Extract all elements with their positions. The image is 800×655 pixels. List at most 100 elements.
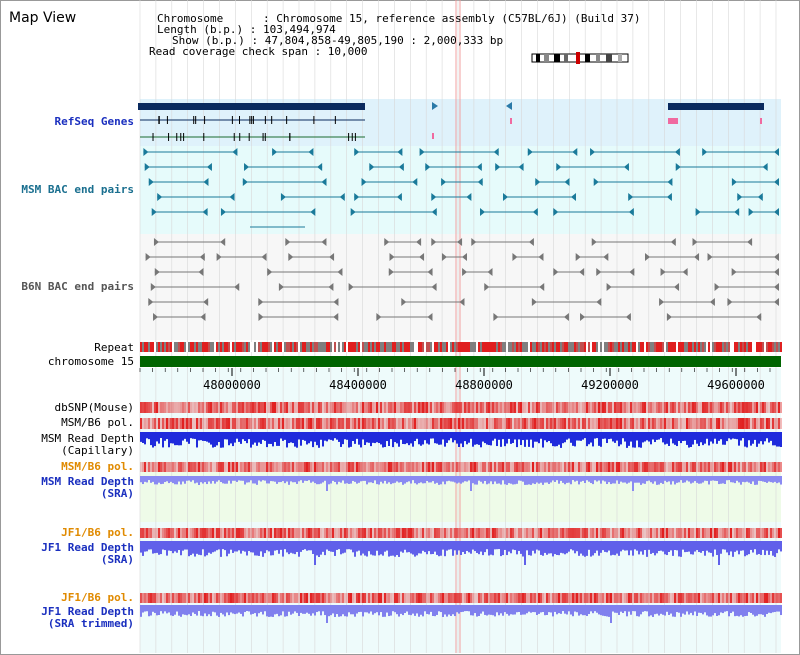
track-label-msm-depth-capillary[interactable]: MSM Read Depth (Capillary) <box>41 432 134 457</box>
repeat-segment <box>364 342 366 352</box>
msm-sra-depth-bar <box>432 476 434 482</box>
jf1-trim-depth-bar <box>700 605 702 613</box>
msm-b6-pol-sra-cell <box>338 462 340 472</box>
msm-b6-pol-sra-cell <box>290 462 292 472</box>
repeat-segment <box>142 342 144 352</box>
jf1-b6-pol-trim-cell <box>326 593 328 603</box>
dbsnp-cell <box>568 402 570 413</box>
track-label-dbsnp[interactable]: dbSNP(Mouse) <box>54 401 134 414</box>
msm-capillary-depth-bar <box>334 432 336 439</box>
msm-b6-pol-cell <box>684 418 686 429</box>
msm-b6-pol-sra-cell <box>190 462 192 472</box>
jf1-trim-depth-bar <box>188 605 190 615</box>
jf1-b6-pol-trim-cell <box>316 593 318 603</box>
msm-capillary-depth-bar <box>560 432 562 448</box>
track-label-b6n-bac[interactable]: B6N BAC end pairs <box>21 280 134 293</box>
repeat-segment <box>594 342 596 352</box>
chromosome-ideogram[interactable] <box>530 52 630 64</box>
track-label-refseq[interactable]: RefSeq Genes <box>54 115 134 128</box>
repeat-segment <box>744 342 746 352</box>
jf1-b6-pol-cell <box>364 528 366 538</box>
msm-capillary-depth-bar <box>506 432 508 444</box>
track-label-jf1-b6-pol-trimmed[interactable]: JF1/B6 pol. <box>61 591 134 604</box>
repeat-segment <box>170 342 172 352</box>
dbsnp-cell <box>430 402 432 413</box>
jf1-b6-pol-trim-cell <box>420 593 422 603</box>
jf1-b6-pol-trim-cell <box>310 593 312 603</box>
track-label-msm-b6-pol-sra[interactable]: MSM/B6 pol. <box>61 460 134 473</box>
jf1-sra-depth-bar <box>328 541 330 551</box>
msm-sra-depth-bar <box>688 476 690 482</box>
msm-b6-pol-cell <box>570 418 572 429</box>
repeat-segment <box>506 342 508 352</box>
jf1-trim-depth-bar <box>442 605 444 617</box>
msm-sra-depth-bar <box>774 476 776 482</box>
msm-b6-pol-sra-cell <box>532 462 534 472</box>
repeat-segment <box>624 342 626 352</box>
msm-capillary-depth-bar <box>168 432 170 448</box>
jf1-b6-pol-trim-cell <box>156 593 158 603</box>
jf1-b6-pol-trim-cell <box>452 593 454 603</box>
msm-capillary-depth-bar <box>508 432 510 439</box>
track-label-jf1-depth-sra[interactable]: JF1 Read Depth (SRA) <box>41 541 134 566</box>
msm-sra-depth-bar <box>172 476 174 484</box>
dbsnp-cell <box>238 402 240 413</box>
jf1-sra-depth-bar <box>466 541 468 551</box>
msm-b6-pol-sra-cell <box>746 462 748 472</box>
track-label-jf1-depth-trimmed[interactable]: JF1 Read Depth (SRA trimmed) <box>41 605 134 630</box>
jf1-b6-pol-cell <box>708 528 710 538</box>
msm-b6-pol-cell <box>608 418 610 429</box>
msm-b6-pol-sra-cell <box>408 462 410 472</box>
jf1-trim-depth-bar <box>636 605 638 617</box>
track-label-repeat[interactable]: Repeat <box>94 341 134 354</box>
jf1-b6-pol-trim-cell <box>200 593 202 603</box>
msm-b6-pol-sra-cell <box>758 462 760 472</box>
jf1-b6-pol-cell <box>404 528 406 538</box>
msm-sra-depth-bar <box>646 476 648 482</box>
msm-capillary-depth-bar <box>328 432 330 440</box>
jf1-b6-pol-trim-cell <box>676 593 678 603</box>
jf1-b6-pol-cell <box>588 528 590 538</box>
msm-sra-depth-bar <box>780 476 782 485</box>
msm-b6-pol-cell <box>692 418 694 429</box>
jf1-b6-pol-cell <box>672 528 674 538</box>
dbsnp-cell <box>532 402 534 413</box>
axis-tick-label: 48400000 <box>329 378 387 392</box>
dbsnp-cell <box>726 402 728 413</box>
b6n-bac-pair-end <box>348 283 354 291</box>
jf1-trim-depth-bar <box>534 605 536 613</box>
msm-b6-pol-cell <box>638 418 640 429</box>
track-label-msm-bac[interactable]: MSM BAC end pairs <box>21 183 134 196</box>
msm-capillary-depth-bar <box>536 432 538 442</box>
msm-b6-pol-sra-cell <box>696 462 698 472</box>
jf1-b6-pol-trim-cell <box>660 593 662 603</box>
track-label-chromosome[interactable]: chromosome 15 <box>47 355 134 368</box>
msm-b6-pol-cell <box>450 418 452 429</box>
msm-b6-pol-cell <box>532 418 534 429</box>
msm-sra-depth-bar <box>566 476 568 483</box>
dbsnp-cell <box>538 402 540 413</box>
repeat-segment <box>334 342 336 352</box>
repeat-segment <box>464 342 466 352</box>
msm-sra-depth-bar <box>466 476 468 482</box>
jf1-trim-depth-bar <box>410 605 412 616</box>
repeat-segment <box>382 342 384 352</box>
track-label-jf1-b6-pol[interactable]: JF1/B6 pol. <box>61 526 134 539</box>
msm-b6-pol-sra-cell <box>452 462 454 472</box>
msm-capillary-depth-bar <box>320 432 322 440</box>
msm-b6-pol-sra-cell <box>658 462 660 472</box>
dbsnp-cell <box>762 402 764 413</box>
msm-b6-pol-sra-cell <box>420 462 422 472</box>
dbsnp-cell <box>662 402 664 413</box>
repeat-segment <box>534 342 536 352</box>
dbsnp-cell <box>548 402 550 413</box>
msm-sra-depth-bar <box>498 476 500 484</box>
track-label-msm-b6-pol[interactable]: MSM/B6 pol. <box>61 416 134 429</box>
msm-b6-pol-sra-cell <box>278 462 280 472</box>
msm-b6-pol-sra-cell <box>320 462 322 472</box>
track-label-msm-depth-sra[interactable]: MSM Read Depth (SRA) <box>41 475 134 500</box>
jf1-b6-pol-trim-cell <box>152 593 154 603</box>
jf1-sra-depth-bar <box>356 541 358 552</box>
b6n-bac-pair-end <box>329 253 335 261</box>
jf1-trim-depth-bar <box>542 605 544 612</box>
